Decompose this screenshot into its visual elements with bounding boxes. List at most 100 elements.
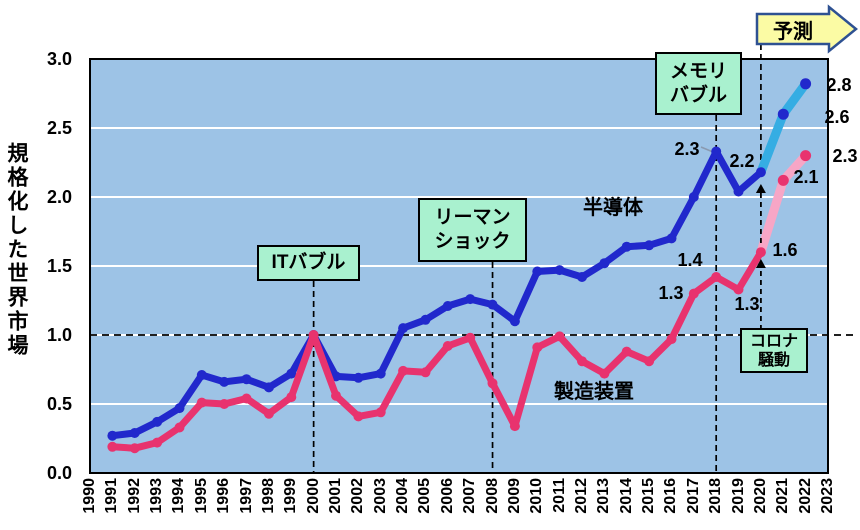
data-point	[219, 376, 230, 387]
data-label: 2.6	[824, 107, 850, 127]
data-point	[599, 258, 610, 269]
data-point	[688, 192, 699, 202]
x-tick-label: 1998	[259, 478, 277, 514]
data-point	[666, 334, 677, 345]
data-point	[174, 422, 185, 433]
x-tick-label: 2001	[327, 478, 344, 514]
x-tick-label: 1993	[148, 478, 166, 514]
corona-up-arrow-2-head	[755, 184, 766, 193]
data-point	[241, 393, 252, 404]
data-point	[532, 266, 543, 277]
data-point	[487, 378, 498, 389]
data-point	[420, 314, 431, 325]
data-point	[263, 382, 274, 393]
forecast-arrow	[755, 4, 858, 54]
plot-border	[89, 58, 829, 474]
x-tick-label: 2020	[751, 478, 769, 514]
data-label: 1.4	[677, 250, 703, 270]
data-point	[286, 392, 297, 403]
x-tick-label: 2023	[819, 478, 836, 514]
data-point	[420, 367, 431, 378]
x-tick-label: 1992	[125, 478, 143, 514]
forecast-arrow-label: 予測	[773, 20, 813, 43]
data-point	[621, 346, 632, 357]
x-tick-label: 2002	[349, 478, 367, 514]
x-tick-label: 2011	[550, 478, 568, 513]
y-axis-title: 規格化した世界市場	[5, 142, 28, 358]
data-point	[174, 403, 185, 414]
data-point	[554, 331, 565, 342]
x-tick-label: 2003	[371, 478, 389, 514]
y-tick-label: 3.0	[46, 49, 72, 69]
data-point	[398, 365, 409, 376]
x-tick-label: 2005	[416, 478, 434, 514]
y-tick-label: 2.5	[46, 118, 72, 138]
x-tick-label: 2017	[684, 478, 702, 514]
x-tick-label: 2008	[483, 478, 501, 514]
data-point	[777, 174, 789, 186]
y-tick-label: 1.5	[46, 256, 72, 276]
y-tick-label: 0.0	[46, 463, 72, 483]
annotation-lehman-shock: リーマン ショック	[418, 198, 527, 262]
x-tick-label: 2004	[394, 478, 412, 514]
x-tick-label: 2013	[595, 478, 613, 514]
data-point	[465, 294, 476, 305]
data-label: 1.3	[734, 294, 760, 314]
x-tick-label: 1996	[215, 478, 233, 514]
data-point	[331, 390, 341, 401]
x-tick-label: 2010	[528, 478, 546, 514]
data-label: 1.3	[658, 283, 684, 303]
data-point	[286, 368, 297, 379]
series-name-label: 製造装置	[554, 381, 634, 403]
data-point	[263, 408, 274, 419]
x-tick-label: 1990	[81, 478, 98, 514]
x-tick-label: 2000	[304, 478, 322, 514]
data-label: 2.3	[674, 139, 700, 159]
data-point	[308, 330, 319, 340]
x-tick-label: 2016	[662, 478, 680, 514]
data-point	[577, 356, 587, 367]
data-label: 2.3	[832, 146, 858, 166]
data-point	[196, 370, 207, 380]
annotation-corona: コロナ 騒動	[740, 328, 808, 373]
label-leader-line	[700, 146, 714, 153]
x-tick-label: 2007	[461, 478, 479, 514]
data-point	[755, 167, 766, 178]
annotation-memory-bubble: メモリ バブル	[655, 52, 742, 115]
corona-up-arrow-1-head	[755, 259, 766, 268]
x-tick-label: 2009	[505, 478, 523, 514]
data-point	[644, 356, 655, 367]
data-point	[219, 399, 230, 409]
data-label: 2.2	[729, 151, 755, 171]
data-point	[509, 316, 520, 327]
data-point	[107, 441, 118, 452]
data-point	[442, 301, 453, 311]
data-point	[196, 397, 207, 408]
data-point	[599, 368, 610, 379]
data-point	[509, 421, 520, 432]
x-tick-label: 2006	[438, 478, 456, 514]
x-tick-label: 2018	[707, 478, 725, 514]
x-tick-label: 1999	[282, 478, 300, 514]
data-point	[577, 272, 587, 282]
data-point	[241, 374, 252, 385]
data-point	[733, 284, 744, 295]
data-point	[733, 186, 744, 197]
data-point	[375, 368, 386, 379]
data-point	[353, 411, 364, 422]
data-point	[800, 150, 812, 162]
y-tick-label: 2.0	[46, 187, 72, 207]
data-point	[554, 265, 565, 276]
data-point	[777, 108, 789, 120]
data-point	[688, 288, 699, 299]
data-point	[711, 146, 722, 157]
series-name-label: 半導体	[583, 197, 643, 219]
x-tick-label: 1995	[192, 478, 210, 514]
x-tick-label: 2014	[617, 478, 635, 514]
x-tick-label: 2015	[640, 478, 658, 514]
data-point	[129, 443, 140, 454]
data-point	[152, 416, 163, 427]
data-label: 2.1	[793, 167, 819, 187]
